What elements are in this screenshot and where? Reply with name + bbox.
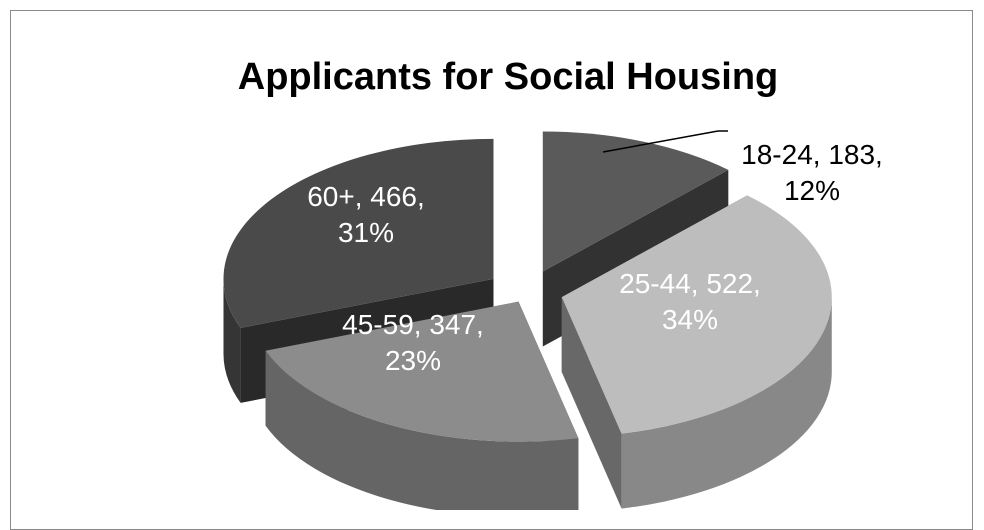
data-label-60--line-1: 31% xyxy=(338,217,394,248)
data-label-45-59-line-0: 45-59, 347, xyxy=(342,309,484,340)
data-label-45-59: 45-59, 347, 23% xyxy=(342,309,484,376)
data-labels: 18-24, 183, 12% 25-44, 522, 34% 45-59, 347, 2… xyxy=(307,139,883,376)
data-label-25-44-line-0: 25-44, 522, xyxy=(619,268,761,299)
data-label-25-44: 25-44, 522, 34% xyxy=(619,268,761,335)
slice-60--outer-wall xyxy=(223,278,241,403)
data-label-18-24-line-0: 18-24, 183, xyxy=(741,139,883,170)
slice-25-44-wall-1 xyxy=(561,297,622,509)
slice-45-59-outer-wall xyxy=(265,350,579,510)
pie-chart: Applicants for Social Housing 18-24, 183… xyxy=(223,56,883,510)
slice-18-24 xyxy=(542,131,729,272)
data-label-45-59-line-1: 23% xyxy=(385,345,441,376)
data-label-18-24: 18-24, 183, 12% xyxy=(741,139,883,206)
slice-25-44-outer-wall xyxy=(621,297,832,509)
data-label-25-44-line-1: 34% xyxy=(662,304,718,335)
slice-45-59 xyxy=(265,301,579,442)
data-label-18-24-line-1: 12% xyxy=(784,175,840,206)
slice-60- xyxy=(223,138,494,328)
chart-title: Applicants for Social Housing xyxy=(238,56,779,98)
data-label-60-: 60+, 466, 31% xyxy=(307,181,425,248)
leader-line-18-24 xyxy=(602,130,719,153)
slice-25-44 xyxy=(561,195,832,434)
data-label-60--line-0: 60+, 466, xyxy=(307,181,425,212)
pie-tops xyxy=(223,131,832,442)
